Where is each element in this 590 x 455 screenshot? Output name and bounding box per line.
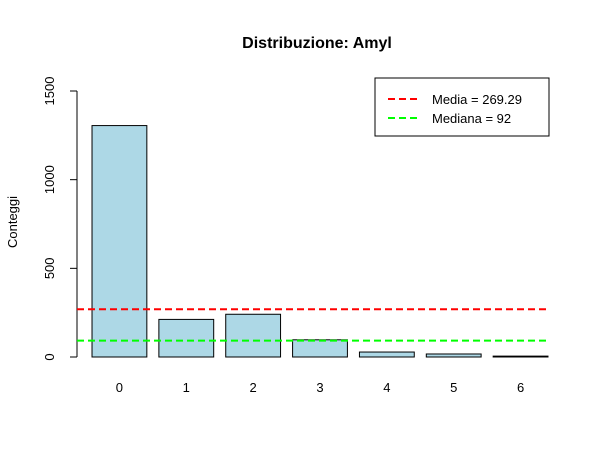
x-tick-label: 4 — [383, 380, 390, 395]
y-tick-label: 1500 — [42, 77, 57, 106]
chart-title: Distribuzione: Amyl — [242, 35, 392, 52]
y-axis: 0 500 1000 1500 — [42, 77, 78, 361]
bars — [91, 125, 549, 358]
bar-2 — [225, 313, 282, 358]
bar-1 — [158, 318, 215, 358]
x-tick-label: 0 — [116, 380, 123, 395]
x-tick-label: 1 — [183, 380, 190, 395]
legend-median-label: Mediana = 92 — [432, 111, 511, 126]
legend-mean-label: Media = 269.29 — [432, 92, 522, 107]
legend-box — [374, 77, 550, 137]
x-tick-labels: 0 1 2 3 4 5 6 — [116, 380, 524, 395]
bar-0 — [91, 125, 148, 358]
x-tick-label: 6 — [517, 380, 524, 395]
legend: Media = 269.29 Mediana = 92 — [374, 77, 550, 137]
reference-lines — [77, 308, 550, 342]
y-tick-label: 500 — [42, 257, 57, 279]
y-tick-label: 1000 — [42, 165, 57, 194]
bar-3 — [292, 339, 348, 358]
x-tick-label: 5 — [450, 380, 457, 395]
bar-6 — [492, 355, 549, 358]
x-tick-label: 2 — [250, 380, 257, 395]
y-axis-label: Conteggi — [5, 196, 20, 248]
bar-5 — [425, 353, 482, 358]
y-tick-label: 0 — [42, 353, 57, 360]
bar-4 — [358, 351, 415, 358]
x-tick-label: 3 — [316, 380, 323, 395]
